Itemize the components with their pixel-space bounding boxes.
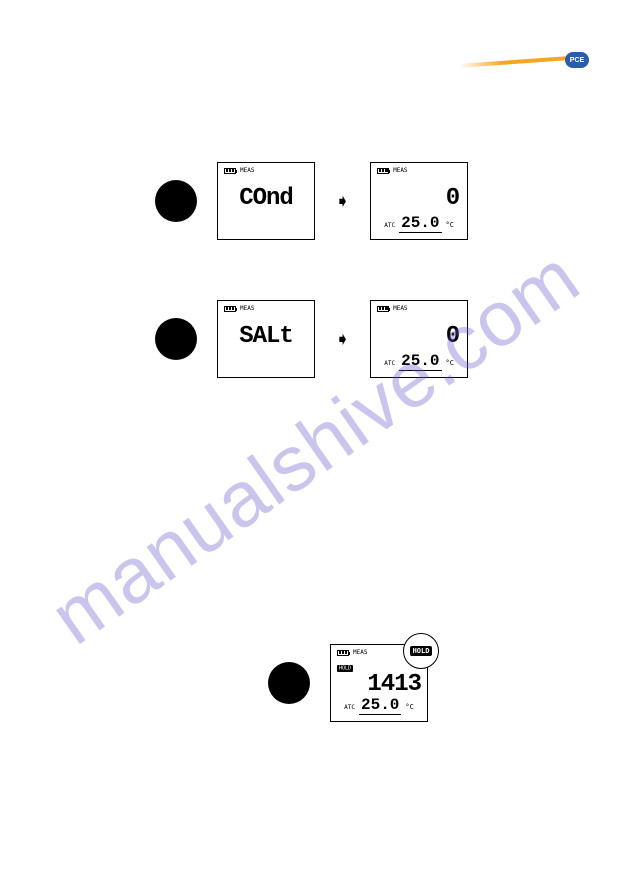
lcd-status-row: MEAS bbox=[224, 167, 254, 174]
step-dot bbox=[155, 180, 197, 222]
meas-label: MEAS bbox=[393, 167, 407, 174]
pce-badge: PCE bbox=[565, 52, 589, 68]
battery-icon bbox=[377, 306, 389, 312]
battery-icon bbox=[377, 168, 389, 174]
lcd-status-row: MEAS bbox=[377, 305, 407, 312]
meas-label: MEAS bbox=[393, 305, 407, 312]
lcd-main-value: 0 bbox=[446, 185, 459, 212]
arrow-icon: ➧ bbox=[335, 329, 350, 350]
row-cond: MEAS COnd ➧ MEAS 0 ATC 25.0 °C bbox=[155, 162, 468, 240]
battery-icon bbox=[224, 306, 236, 312]
lcd-status-row: MEAS bbox=[337, 649, 367, 656]
hold-bubble: HOLD bbox=[403, 633, 439, 669]
lcd-hold-value: HOLD MEAS HOLD 1413 ATC 25.0 °C bbox=[330, 644, 428, 722]
temp-value: 25.0 bbox=[359, 696, 401, 715]
temp-unit: °C bbox=[446, 221, 454, 229]
atc-label: ATC bbox=[384, 222, 395, 229]
row-hold: HOLD MEAS HOLD 1413 ATC 25.0 °C bbox=[268, 644, 428, 722]
lcd-cond-label: MEAS COnd bbox=[217, 162, 315, 240]
arrow-icon: ➧ bbox=[335, 191, 350, 212]
lcd-bottom-row: ATC 25.0 °C bbox=[371, 352, 467, 371]
lcd-salt-label: MEAS SALt bbox=[217, 300, 315, 378]
lcd-status-row: MEAS bbox=[224, 305, 254, 312]
lcd-bottom-row: ATC 25.0 °C bbox=[371, 214, 467, 233]
logo-area: PCE bbox=[459, 48, 589, 78]
row-salt: MEAS SALt ➧ MEAS 0 ATC 25.0 °C bbox=[155, 300, 468, 378]
lcd-bottom-row: ATC 25.0 °C bbox=[331, 696, 427, 715]
lcd-status-row: MEAS bbox=[377, 167, 407, 174]
battery-icon bbox=[337, 650, 349, 656]
temp-value: 25.0 bbox=[399, 214, 441, 233]
atc-label: ATC bbox=[384, 360, 395, 367]
temp-value: 25.0 bbox=[399, 352, 441, 371]
battery-icon bbox=[224, 168, 236, 174]
lcd-cond-value: MEAS 0 ATC 25.0 °C bbox=[370, 162, 468, 240]
lcd-main-value: 1413 bbox=[367, 671, 421, 698]
lcd-main-text: COnd bbox=[218, 185, 314, 212]
temp-unit: °C bbox=[405, 703, 413, 711]
lcd-main-text: SALt bbox=[218, 323, 314, 350]
meas-label: MEAS bbox=[240, 167, 254, 174]
meas-label: MEAS bbox=[353, 649, 367, 656]
step-dot bbox=[155, 318, 197, 360]
watermark-text: manualshive.com bbox=[34, 231, 596, 662]
hold-small-badge: HOLD bbox=[337, 665, 353, 672]
temp-unit: °C bbox=[446, 359, 454, 367]
lcd-salt-value: MEAS 0 ATC 25.0 °C bbox=[370, 300, 468, 378]
hold-bubble-label: HOLD bbox=[410, 646, 433, 656]
lcd-main-value: 0 bbox=[446, 323, 459, 350]
atc-label: ATC bbox=[344, 704, 355, 711]
logo-swoosh bbox=[459, 56, 569, 68]
meas-label: MEAS bbox=[240, 305, 254, 312]
step-dot bbox=[268, 662, 310, 704]
